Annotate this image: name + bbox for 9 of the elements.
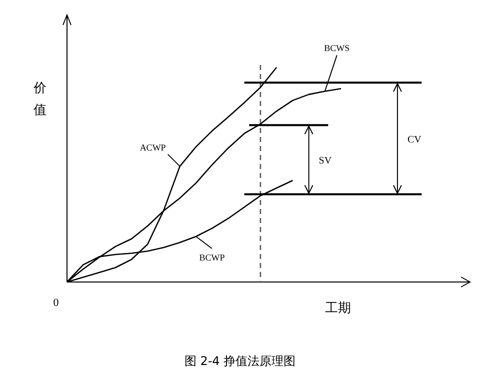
text: 0	[53, 297, 60, 309]
text: ACWP	[140, 142, 166, 152]
text: BCWS	[324, 43, 350, 54]
legend-label: BCWP	[199, 252, 225, 263]
x-axis-title: 工期	[325, 301, 351, 316]
annotation: SV	[318, 156, 332, 167]
caption: 图 2-4 挣值法原理图	[184, 354, 296, 368]
y-axis-title: 价值	[32, 81, 46, 118]
text: CV	[407, 134, 422, 146]
